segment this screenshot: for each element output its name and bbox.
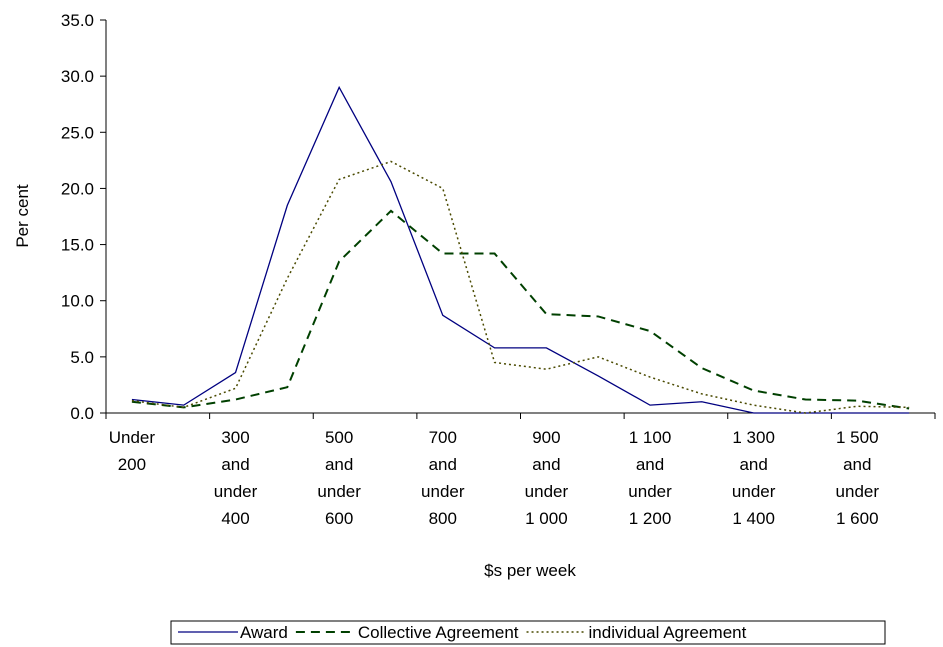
x-tick-label: 1 100 and under 1 200 [628,428,672,528]
x-tick-label-line: and [221,455,249,474]
x-tick-label: 1 300 and under 1 400 [732,428,776,528]
x-tick-label-line: 600 [325,509,353,528]
x-tick-label: 500 and under 600 [317,428,361,528]
x-tick-label-line: under [421,482,465,501]
series-line [131,85,910,414]
x-axis-label: $s per week [484,561,576,580]
x-tick-label-line: 300 [221,428,249,447]
x-tick-label-line: 200 [118,455,146,474]
x-tick-label: 1 500 and under 1 600 [836,428,880,528]
x-tick-label-line: and [843,455,871,474]
x-tick-label-line: 700 [429,428,457,447]
series-line [131,160,910,414]
y-tick-label: 35.0 [61,11,94,30]
x-tick-label-line: Under [109,428,156,447]
y-tick-label: 0.0 [70,404,94,423]
legend-label: Award [240,623,288,642]
legend-label: individual Agreement [589,623,747,642]
x-tick-label: 700 and under 800 [421,428,465,528]
y-tick-label: 25.0 [61,123,94,142]
y-tick-label: 30.0 [61,67,94,86]
y-tick-label: 15.0 [61,236,94,255]
x-tick-label-line: 1 300 [732,428,775,447]
x-tick-label-line: under [214,482,258,501]
x-tick-label-line: under [525,482,569,501]
x-tick-label-line: 1 500 [836,428,879,447]
y-tick-label: 10.0 [61,292,94,311]
x-tick-label-line: and [325,455,353,474]
x-tick-label-line: under [836,482,880,501]
x-tick-label-line: and [636,455,664,474]
x-tick-label-line: under [628,482,672,501]
x-tick-label-line: 800 [429,509,457,528]
x-tick-label-line: 500 [325,428,353,447]
x-tick-label-line: under [732,482,776,501]
legend: Award Collective Agreement individual Agre… [170,620,886,645]
x-tick-label-line: 1 400 [732,509,775,528]
legend-label: Collective Agreement [358,623,519,642]
x-tick-label-line: 400 [221,509,249,528]
series-line [131,209,910,410]
y-tick-label: 5.0 [70,348,94,367]
x-tick-label-line: 1 600 [836,509,879,528]
y-axis-label: Per cent [13,184,32,248]
x-tick-label-line: 1 000 [525,509,568,528]
x-tick-label-line: 900 [532,428,560,447]
x-tick-label: Under 200 [109,428,156,474]
x-tick-label-line: 1 200 [629,509,672,528]
x-tick-label-line: and [429,455,457,474]
x-tick-label-line: under [317,482,361,501]
x-tick-label-line: and [739,455,767,474]
y-tick-label: 20.0 [61,179,94,198]
x-tick-label-line: 1 100 [629,428,672,447]
x-tick-label: 900 and under 1 000 [525,428,569,528]
x-tick-label: 300 and under 400 [214,428,258,528]
x-tick-label-line: and [532,455,560,474]
